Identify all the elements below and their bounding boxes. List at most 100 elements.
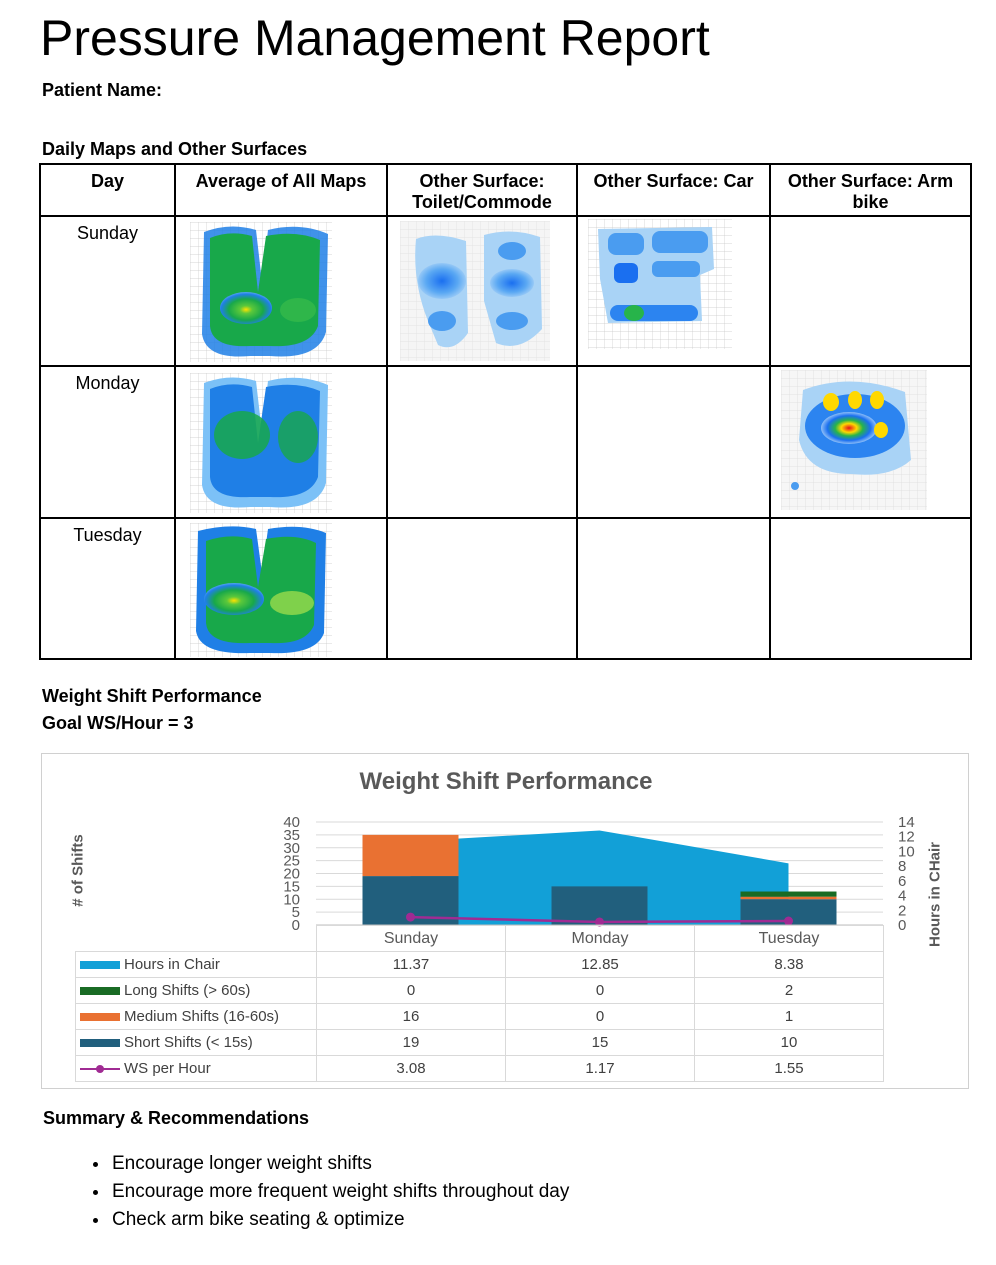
legend-key-long (80, 987, 120, 996)
col-header-car: Other Surface: Car (576, 163, 771, 217)
data-label: 19 (316, 1029, 506, 1056)
data-label: 0 (316, 977, 506, 1004)
data-label: 10 (694, 1029, 884, 1056)
patient-name-label: Patient Name: (42, 80, 163, 100)
bar-long (740, 891, 837, 897)
pressure-map-image (588, 219, 732, 349)
chart-title: Weight Shift Performance (359, 768, 653, 795)
col-header-day: Day (39, 163, 176, 217)
map-cell (174, 517, 388, 660)
series-name: Hours in Chair (124, 956, 220, 973)
data-label: 3.08 (316, 1055, 506, 1082)
y-tick-label: 30 (283, 840, 300, 857)
recommendations-list: Encourage longer weight shifts Encourage… (70, 1150, 569, 1234)
map-cell (174, 365, 388, 519)
data-table-row: Long Shifts (> 60s) 0 0 2 (75, 977, 884, 1004)
legend-key-medium (80, 1013, 120, 1022)
y-tick-label: 25 (283, 853, 300, 870)
y2-tick-label: 0 (898, 917, 906, 934)
summary-heading: Summary & Recommendations (43, 1108, 310, 1128)
data-label: 0 (505, 977, 695, 1004)
y2-tick-label: 10 (898, 843, 915, 860)
ws-goal-text: Goal WS/Hour = 3 (42, 713, 194, 733)
series-name: WS per Hour (124, 1060, 211, 1077)
maps-row-tuesday: Tuesday (39, 517, 972, 660)
empty-map-cell (769, 215, 972, 367)
pressure-map-image (190, 222, 332, 362)
empty-map-cell (576, 517, 771, 660)
area-hours-in-chair (410, 830, 789, 925)
series-name: Short Shifts (< 15s) (124, 1034, 253, 1051)
y-tick-label: 20 (283, 866, 300, 883)
data-table-row: WS per Hour 3.08 1.17 1.55 (75, 1055, 884, 1082)
category-label: Sunday (316, 925, 506, 952)
list-item: Check arm bike seating & optimize (110, 1206, 569, 1234)
legend-key-short (80, 1039, 120, 1048)
y2-tick-label: 2 (898, 902, 906, 919)
pressure-map-image (190, 523, 332, 657)
data-label: 0 (505, 1003, 695, 1030)
data-label: 15 (505, 1029, 695, 1056)
map-cell (174, 215, 388, 367)
day-cell: Tuesday (39, 517, 176, 660)
data-label: 1.17 (505, 1055, 695, 1082)
ws-section-heading: Weight Shift Performance (42, 686, 262, 706)
data-label: 16 (316, 1003, 506, 1030)
col-header-armbike: Other Surface: Arm bike (769, 163, 972, 217)
point-ws-per-hour (595, 917, 604, 927)
data-label: 8.38 (694, 951, 884, 978)
data-label: 11.37 (316, 951, 506, 978)
y2-tick-label: 4 (898, 888, 906, 905)
data-label: 12.85 (505, 951, 695, 978)
series-name: Medium Shifts (16-60s) (124, 1008, 280, 1025)
point-ws-per-hour (784, 916, 793, 926)
weight-shift-chart: Weight Shift Performance # of Shifts Hou… (41, 753, 969, 1089)
point-ws-per-hour (406, 912, 415, 922)
bar-medium (362, 834, 459, 877)
data-label: 1 (694, 1003, 884, 1030)
y-tick-label: 10 (283, 891, 300, 908)
map-cell (769, 365, 972, 519)
category-label: Tuesday (694, 925, 884, 952)
pressure-map-image (190, 373, 332, 513)
pressure-map-image (781, 370, 927, 510)
series-name: Long Shifts (> 60s) (124, 982, 251, 999)
pressure-map-image (400, 221, 550, 361)
data-label: 1.55 (694, 1055, 884, 1082)
daily-maps-table: Day Average of All Maps Other Surface: T… (39, 163, 972, 660)
y-tick-label: 35 (283, 827, 300, 844)
empty-map-cell (769, 517, 972, 660)
data-table-row: Medium Shifts (16-60s) 16 0 1 (75, 1003, 884, 1030)
y-tick-label: 15 (283, 878, 300, 895)
col-header-average: Average of All Maps (174, 163, 388, 217)
y2-tick-label: 8 (898, 858, 906, 875)
y-tick-label: 5 (292, 904, 300, 921)
y2-tick-label: 12 (898, 829, 915, 846)
empty-map-cell (386, 365, 578, 519)
day-cell: Sunday (39, 215, 176, 367)
map-cell (576, 215, 771, 367)
day-cell: Monday (39, 365, 176, 519)
y2-tick-label: 14 (898, 814, 915, 831)
chart-data-table: Sunday Monday Tuesday Hours in Chair 11.… (75, 925, 884, 1082)
maps-row-sunday: Sunday (39, 215, 972, 367)
y-tick-label: 40 (283, 814, 300, 831)
legend-key-hours (80, 961, 120, 970)
data-table-row: Short Shifts (< 15s) 19 15 10 (75, 1029, 884, 1056)
category-label: Monday (505, 925, 695, 952)
empty-map-cell (386, 517, 578, 660)
map-cell (386, 215, 578, 367)
maps-row-monday: Monday (39, 365, 972, 519)
report-title: Pressure Management Report (40, 10, 710, 66)
maps-section-heading: Daily Maps and Other Surfaces (42, 139, 308, 159)
data-label: 2 (694, 977, 884, 1004)
y2-tick-label: 6 (898, 873, 906, 890)
maps-header-row: Day Average of All Maps Other Surface: T… (39, 163, 972, 217)
empty-map-cell (576, 365, 771, 519)
bar-medium (740, 896, 837, 900)
legend-key-ws (80, 1064, 120, 1074)
y-tick-label: 0 (292, 917, 300, 934)
data-table-row: Hours in Chair 11.37 12.85 8.38 (75, 951, 884, 978)
col-header-toilet: Other Surface: Toilet/Commode (386, 163, 578, 217)
